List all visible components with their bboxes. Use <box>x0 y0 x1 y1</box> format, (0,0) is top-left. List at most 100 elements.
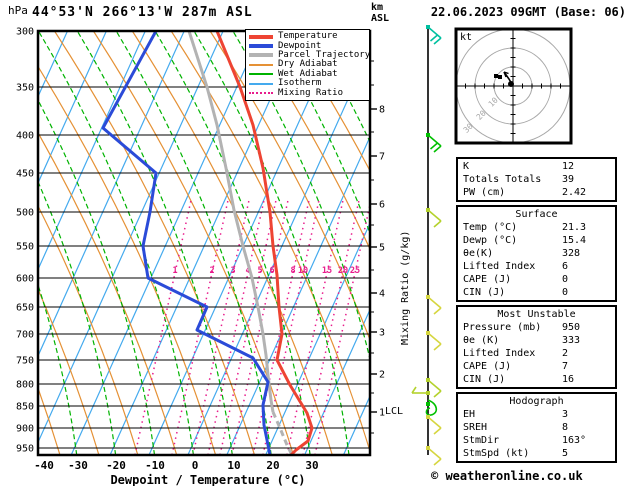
wind-barb <box>411 386 430 395</box>
pressure-tick-label: 600 <box>16 274 34 285</box>
index-label: StmSpd (kt) <box>463 448 530 459</box>
mixing-ratio-axis-label: Mixing Ratio (g/kg) <box>400 230 411 345</box>
wind-barb <box>426 378 442 398</box>
index-label: PW (cm) <box>463 187 506 198</box>
km-tick-label: 6 <box>379 200 385 211</box>
altitude-axis-unit-asl: ASL <box>371 13 390 24</box>
index-value: 15.4 <box>562 235 587 246</box>
index-label: CAPE (J) <box>463 274 512 285</box>
index-label: SREH <box>463 422 488 433</box>
temp-tick-label: -30 <box>68 459 88 472</box>
pressure-tick-label: 850 <box>16 402 34 413</box>
altitude-axis-unit-km: km <box>371 2 384 13</box>
pressure-tick-label: 900 <box>16 424 34 435</box>
table-row: CAPE (J) 0 <box>458 273 615 286</box>
km-tick-label: 4 <box>379 289 385 300</box>
isotherm-line <box>38 31 185 358</box>
dry-adiabat-line <box>131 31 333 455</box>
panel-header: Most Unstable <box>497 309 576 320</box>
hodograph-ring-label: 20 <box>475 109 488 122</box>
temp-tick-label: 30 <box>305 459 318 472</box>
index-value: 2.42 <box>562 187 587 198</box>
pressure-tick-label: 300 <box>16 27 34 38</box>
legend-swatch-thick <box>249 34 273 39</box>
wet-adiabat-line <box>154 31 311 455</box>
index-label: CAPE (J) <box>463 361 512 372</box>
parcel-trajectory-line <box>187 31 275 413</box>
index-value: 5 <box>562 448 569 459</box>
pressure-tick-label: 550 <box>16 242 34 253</box>
mixing-ratio-tick-label: 6 <box>269 266 274 276</box>
index-value: 12 <box>562 161 575 172</box>
temperature-line <box>215 31 314 455</box>
index-value: 6 <box>562 261 569 272</box>
dry-adiabat-line <box>38 65 217 455</box>
table-row: Temp (°C) 21.3 <box>458 221 615 234</box>
table-row: Pressure (mb) 950 <box>458 321 615 334</box>
wind-barb <box>426 446 442 466</box>
wet-adiabat-line <box>38 180 117 455</box>
page-title: 44°53'N 266°13'W 287m ASL <box>32 5 253 20</box>
index-value: 7 <box>562 361 569 372</box>
legend-item-label: Dry Adiabat <box>278 59 338 70</box>
wind-barb <box>425 399 438 416</box>
km-tick-label: 3 <box>379 328 385 339</box>
index-label: Lifted Index <box>463 261 536 272</box>
wind-barb-column <box>411 25 442 466</box>
isotherm-line <box>38 31 107 185</box>
wet-adiabat-line <box>38 98 156 455</box>
legend-item: Wet Adiabat <box>249 68 366 79</box>
panel-indices: K 12 Totals Totals 39 PW (cm) 2.42 <box>456 157 617 202</box>
mixing-ratio-tick-label: 1 <box>172 266 177 276</box>
pressure-tick-label: 950 <box>16 444 34 455</box>
legend-item-label: Dewpoint <box>278 40 322 51</box>
pressure-tick-label: 650 <box>16 303 34 314</box>
legend-swatch-thick <box>249 53 273 58</box>
table-row: K 12 <box>458 160 615 173</box>
pressure-tick-label: 500 <box>16 208 34 219</box>
wet-adiabat-line <box>38 282 78 455</box>
legend-item-label: Parcel Trajectory <box>278 49 371 60</box>
hodograph-unit-label: kt <box>460 32 473 43</box>
legend-swatch-thin <box>249 63 273 66</box>
index-value: 2 <box>562 348 569 359</box>
table-row: Lifted Index 6 <box>458 260 615 273</box>
table-row: StmDir 163° <box>458 434 615 447</box>
hodograph-origin-dot <box>508 81 514 87</box>
wet-adiabat-line <box>38 31 194 455</box>
index-label: EH <box>463 409 476 420</box>
pressure-tick-label: 400 <box>16 131 34 142</box>
legend-item-label: Wet Adiabat <box>278 68 338 79</box>
mixing-ratio-tick-label: 25 <box>350 266 360 276</box>
table-row: PW (cm) 2.42 <box>458 186 615 199</box>
mixing-ratio-tick-label: 20 <box>338 266 348 276</box>
plot-border <box>36 29 372 457</box>
legend-swatch-dotted <box>249 92 273 95</box>
panel-header: Surface <box>515 209 558 220</box>
index-label: Lifted Index <box>463 348 536 359</box>
pressure-tick-label: 800 <box>16 380 34 391</box>
index-label: K <box>463 161 470 172</box>
mixing-ratio-line <box>286 199 344 455</box>
altitude-ruler: 8 7 6 5 4 3 2 1 <box>370 60 385 434</box>
mixing-ratio-tick-label: 5 <box>257 266 262 276</box>
mixing-ratio-tick-label: 4 <box>245 266 250 276</box>
temp-tick-label: 0 <box>192 459 199 472</box>
mixing-ratio-tick-label: 3 <box>230 266 235 276</box>
km-tick-label: 1 <box>379 408 385 419</box>
altitude-axis-unit: km ASL <box>371 2 389 24</box>
datetime-label: 22.06.2023 09GMT (Base: 06) <box>430 5 626 19</box>
index-label: CIN (J) <box>463 287 506 298</box>
index-value: 950 <box>562 322 581 333</box>
temp-tick-label: -20 <box>106 459 126 472</box>
table-row: Totals Totals 39 <box>458 173 615 186</box>
pressure-tick-label: 700 <box>16 330 34 341</box>
index-value: 39 <box>562 174 575 185</box>
wet-adiabat-line <box>193 31 350 455</box>
dewpoint-line <box>101 31 272 455</box>
isotherm-line <box>38 31 146 271</box>
table-row: CAPE (J) 7 <box>458 360 615 373</box>
legend-swatch-thin <box>249 73 273 76</box>
